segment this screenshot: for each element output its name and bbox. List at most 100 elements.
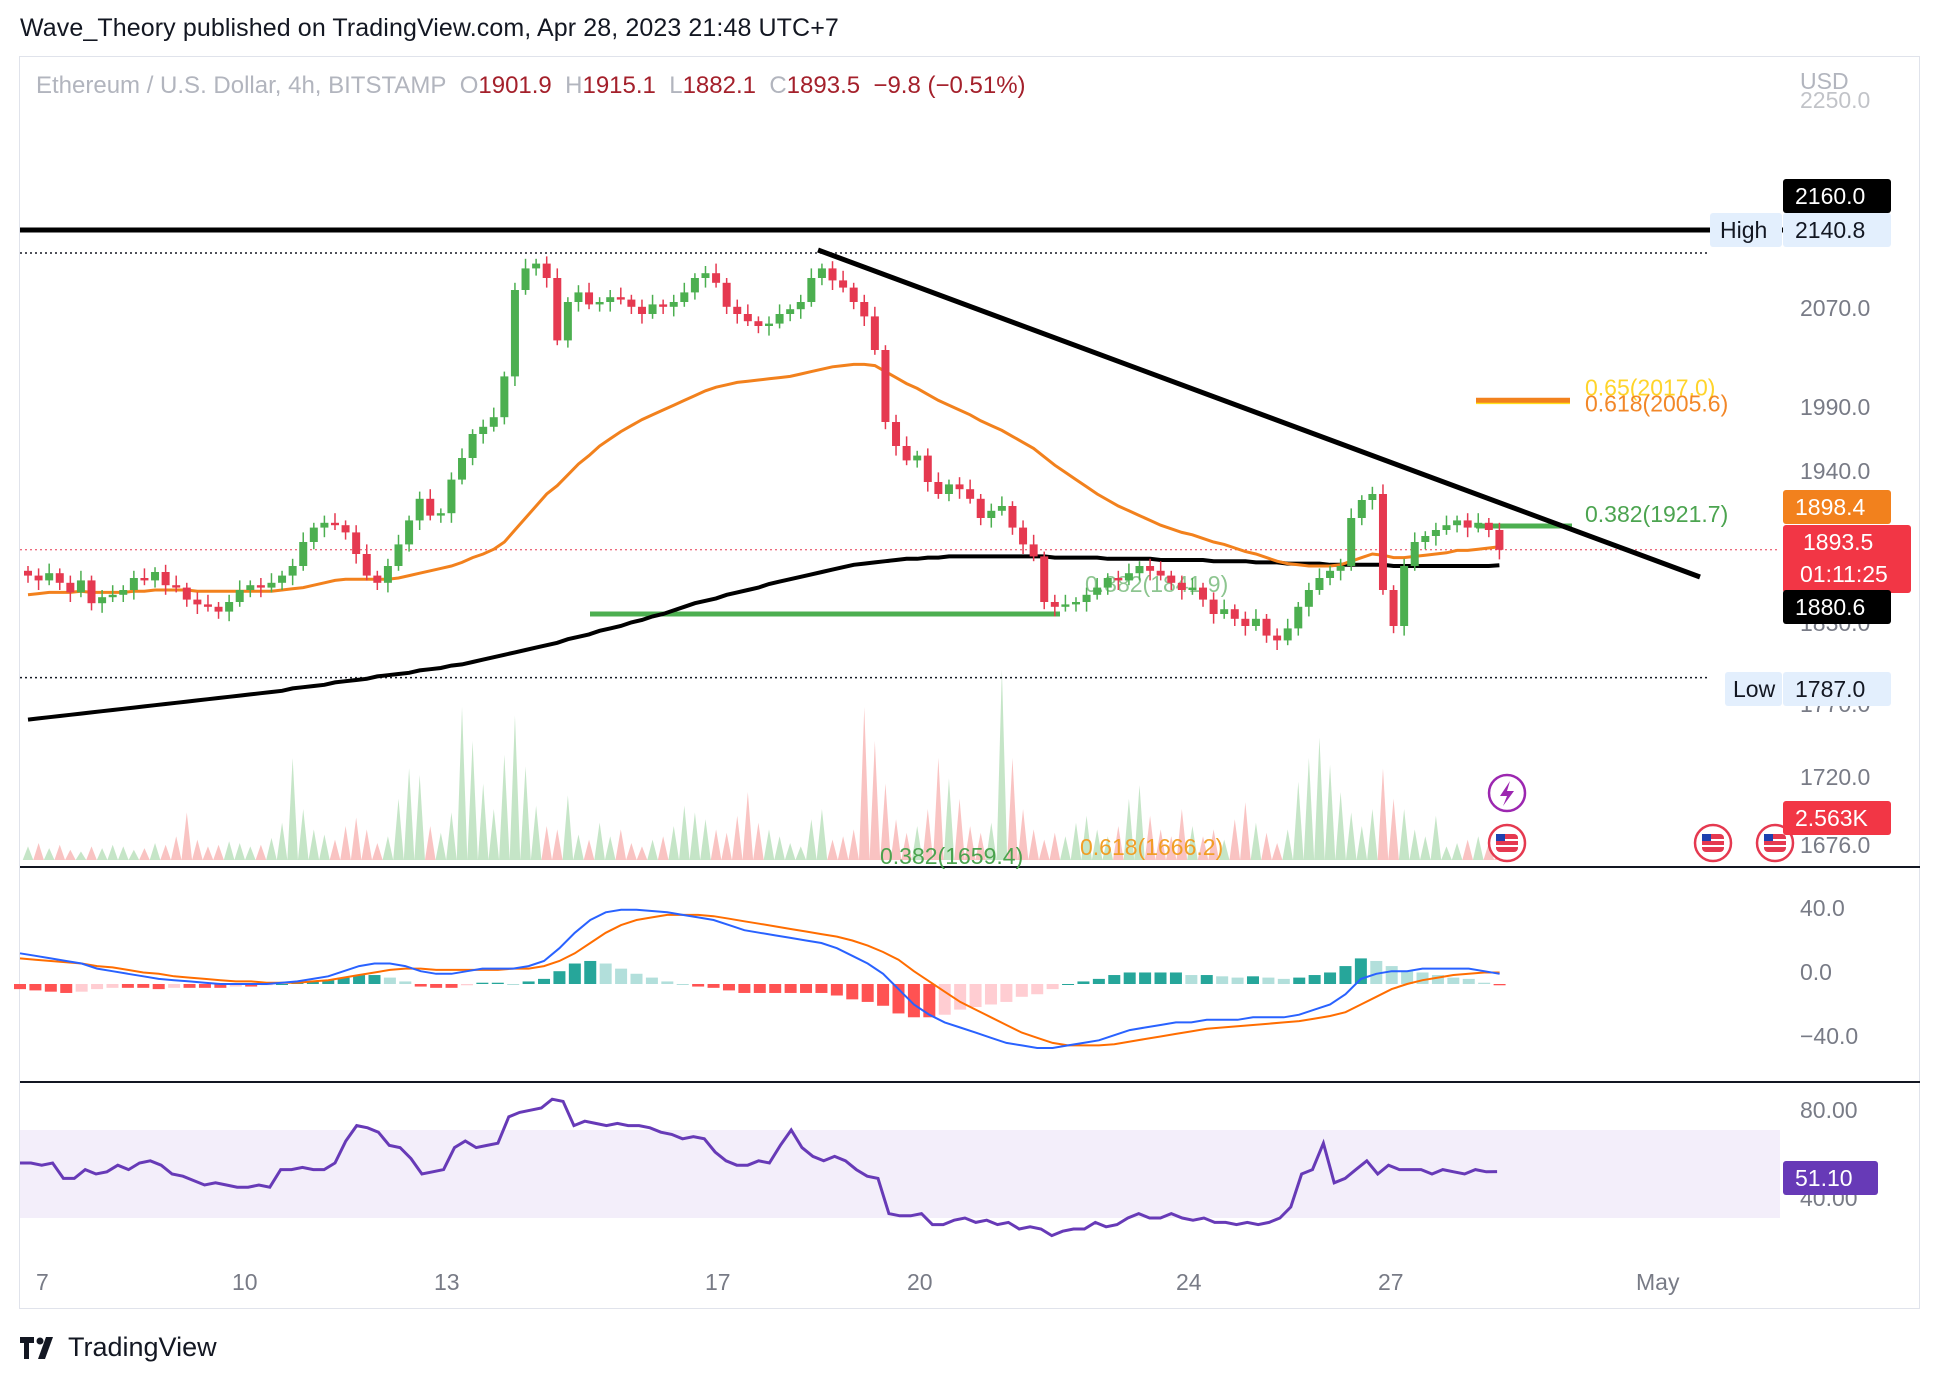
- candle-body[interactable]: [722, 282, 731, 307]
- candle-body[interactable]: [341, 525, 350, 533]
- candle-body[interactable]: [330, 522, 339, 526]
- candle-body[interactable]: [606, 297, 615, 302]
- candle-body[interactable]: [119, 590, 128, 595]
- candle-body[interactable]: [1368, 494, 1377, 500]
- candle-body[interactable]: [288, 566, 297, 576]
- candle-body[interactable]: [182, 587, 191, 600]
- candle-body[interactable]: [1124, 573, 1133, 581]
- candle-body[interactable]: [627, 299, 636, 307]
- candle-body[interactable]: [1442, 525, 1451, 530]
- candle-body[interactable]: [669, 302, 678, 307]
- candle-body[interactable]: [299, 542, 308, 566]
- candle-body[interactable]: [1146, 566, 1155, 571]
- candle-body[interactable]: [320, 522, 329, 528]
- candle-body[interactable]: [923, 455, 932, 482]
- candle-body[interactable]: [1093, 587, 1102, 595]
- candle-body[interactable]: [309, 527, 318, 542]
- candle-body[interactable]: [595, 302, 604, 305]
- candle-body[interactable]: [383, 566, 392, 583]
- candle-body[interactable]: [1431, 530, 1440, 536]
- candle-body[interactable]: [1029, 544, 1038, 557]
- candle-body[interactable]: [1304, 590, 1313, 607]
- candle-body[interactable]: [754, 321, 763, 326]
- candle-body[interactable]: [1135, 566, 1144, 574]
- candle-body[interactable]: [468, 434, 477, 458]
- candle-body[interactable]: [775, 314, 784, 324]
- candle-body[interactable]: [817, 268, 826, 278]
- candle-body[interactable]: [521, 268, 530, 290]
- candle-body[interactable]: [955, 484, 964, 490]
- candle-body[interactable]: [839, 280, 848, 288]
- candle-body[interactable]: [98, 597, 107, 604]
- candle-body[interactable]: [1019, 527, 1028, 545]
- candle-body[interactable]: [1230, 609, 1239, 619]
- candle-body[interactable]: [405, 520, 414, 545]
- candle-body[interactable]: [997, 506, 1006, 511]
- candle-body[interactable]: [87, 580, 96, 604]
- candle-body[interactable]: [1315, 578, 1324, 590]
- candle-body[interactable]: [1209, 599, 1218, 614]
- currency-label[interactable]: USD: [1800, 68, 1849, 94]
- candle-body[interactable]: [585, 292, 594, 305]
- candle-body[interactable]: [1484, 522, 1493, 530]
- macd-line[interactable]: [19, 908, 1500, 1049]
- sma200-line[interactable]: [27, 554, 1500, 722]
- candle-body[interactable]: [733, 306, 742, 314]
- candle-body[interactable]: [1357, 500, 1366, 518]
- candle-body[interactable]: [76, 580, 85, 593]
- candle-body[interactable]: [510, 290, 519, 377]
- candle-body[interactable]: [712, 273, 721, 283]
- candle-body[interactable]: [1220, 609, 1229, 614]
- candle-body[interactable]: [1474, 522, 1483, 528]
- candle-body[interactable]: [1199, 587, 1208, 600]
- candle-body[interactable]: [860, 302, 869, 317]
- candle-body[interactable]: [786, 309, 795, 314]
- candle-body[interactable]: [892, 422, 901, 446]
- candle-body[interactable]: [987, 510, 996, 518]
- candle-body[interactable]: [944, 484, 953, 494]
- candle-body[interactable]: [1188, 587, 1197, 590]
- candle-body[interactable]: [637, 306, 646, 314]
- candle-body[interactable]: [108, 594, 117, 598]
- candle-body[interactable]: [1262, 618, 1271, 636]
- candle-body[interactable]: [267, 582, 276, 588]
- candle-body[interactable]: [426, 498, 435, 516]
- candle-body[interactable]: [193, 599, 202, 605]
- candle-body[interactable]: [1336, 566, 1345, 571]
- candle-body[interactable]: [966, 489, 975, 499]
- candle-body[interactable]: [563, 302, 572, 341]
- candle-body[interactable]: [489, 417, 498, 427]
- candle-body[interactable]: [172, 585, 181, 588]
- rsi-pane[interactable]: [20, 1097, 1780, 1238]
- candle-body[interactable]: [500, 376, 509, 418]
- candle-body[interactable]: [1421, 536, 1430, 542]
- candle-body[interactable]: [1103, 578, 1112, 588]
- candle-body[interactable]: [1177, 582, 1186, 590]
- candle-body[interactable]: [1167, 575, 1176, 583]
- tradingview-logo[interactable]: TradingView: [20, 1332, 217, 1363]
- candle-body[interactable]: [976, 498, 985, 518]
- candle-body[interactable]: [447, 479, 456, 514]
- candle-body[interactable]: [1008, 506, 1017, 528]
- candle-body[interactable]: [458, 458, 467, 480]
- candle-body[interactable]: [870, 316, 879, 350]
- candle-body[interactable]: [796, 302, 805, 310]
- candle-body[interactable]: [1294, 606, 1303, 629]
- trendline[interactable]: [817, 247, 1701, 580]
- ema50-line[interactable]: [27, 362, 1500, 597]
- candle-body[interactable]: [436, 513, 445, 516]
- candle-body[interactable]: [373, 575, 382, 583]
- candle-body[interactable]: [1495, 530, 1504, 550]
- candle-body[interactable]: [278, 575, 287, 583]
- candle-body[interactable]: [45, 573, 54, 581]
- candle-body[interactable]: [1061, 604, 1070, 607]
- candle-body[interactable]: [1410, 542, 1419, 566]
- candle-body[interactable]: [161, 572, 170, 586]
- candle-body[interactable]: [246, 585, 255, 590]
- candle-body[interactable]: [203, 604, 212, 607]
- candle-body[interactable]: [1378, 494, 1387, 590]
- candle-body[interactable]: [743, 314, 752, 322]
- candle-body[interactable]: [235, 590, 244, 602]
- candle-body[interactable]: [352, 532, 361, 554]
- candle-body[interactable]: [648, 304, 657, 314]
